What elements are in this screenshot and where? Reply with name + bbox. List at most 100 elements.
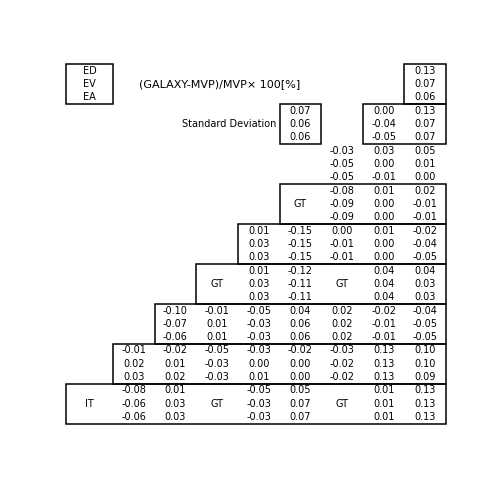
Text: -0.02: -0.02 bbox=[330, 372, 354, 382]
Text: -0.11: -0.11 bbox=[288, 279, 313, 289]
Text: -0.05: -0.05 bbox=[330, 172, 354, 182]
Text: 0.00: 0.00 bbox=[414, 172, 436, 182]
Text: 0.03: 0.03 bbox=[248, 292, 270, 302]
Text: 0.04: 0.04 bbox=[290, 306, 311, 315]
Text: -0.03: -0.03 bbox=[246, 319, 271, 329]
Text: 0.04: 0.04 bbox=[414, 266, 436, 275]
Text: -0.03: -0.03 bbox=[246, 399, 271, 409]
Text: -0.05: -0.05 bbox=[413, 252, 438, 262]
Text: -0.01: -0.01 bbox=[371, 172, 396, 182]
Text: 0.00: 0.00 bbox=[373, 239, 394, 249]
Text: 0.03: 0.03 bbox=[414, 292, 436, 302]
Text: 0.02: 0.02 bbox=[331, 332, 352, 342]
Text: -0.01: -0.01 bbox=[413, 213, 438, 222]
Text: -0.02: -0.02 bbox=[371, 306, 396, 315]
Text: 0.06: 0.06 bbox=[290, 319, 311, 329]
Text: Standard Deviation: Standard Deviation bbox=[182, 119, 276, 129]
Text: IT: IT bbox=[85, 399, 94, 409]
Text: 0.07: 0.07 bbox=[290, 106, 311, 116]
Bar bbox=[66, 64, 113, 104]
Bar bbox=[280, 184, 446, 224]
Text: 0.03: 0.03 bbox=[373, 146, 394, 156]
Text: 0.04: 0.04 bbox=[373, 292, 394, 302]
Text: 0.03: 0.03 bbox=[123, 372, 144, 382]
Text: 0.01: 0.01 bbox=[373, 412, 394, 422]
Text: -0.04: -0.04 bbox=[413, 239, 438, 249]
Text: 0.05: 0.05 bbox=[290, 385, 311, 396]
Text: -0.01: -0.01 bbox=[413, 199, 438, 209]
Text: 0.00: 0.00 bbox=[248, 359, 270, 369]
Text: -0.15: -0.15 bbox=[288, 226, 313, 236]
Text: 0.03: 0.03 bbox=[248, 239, 270, 249]
Text: 0.07: 0.07 bbox=[290, 412, 311, 422]
Text: -0.02: -0.02 bbox=[330, 359, 354, 369]
Text: 0.13: 0.13 bbox=[373, 359, 394, 369]
Text: 0.01: 0.01 bbox=[373, 385, 394, 396]
Text: -0.02: -0.02 bbox=[163, 345, 188, 355]
Text: 0.07: 0.07 bbox=[414, 132, 436, 142]
Text: 0.01: 0.01 bbox=[248, 266, 270, 275]
Text: -0.03: -0.03 bbox=[246, 412, 271, 422]
Text: 0.01: 0.01 bbox=[164, 359, 186, 369]
Text: 0.04: 0.04 bbox=[373, 279, 394, 289]
Text: 0.04: 0.04 bbox=[373, 266, 394, 275]
Bar bbox=[113, 344, 446, 384]
Text: 0.02: 0.02 bbox=[123, 359, 144, 369]
Text: 0.00: 0.00 bbox=[373, 159, 394, 169]
Text: 0.00: 0.00 bbox=[373, 213, 394, 222]
Text: -0.10: -0.10 bbox=[163, 306, 188, 315]
Text: 0.01: 0.01 bbox=[373, 399, 394, 409]
Bar bbox=[280, 104, 321, 144]
Text: 0.03: 0.03 bbox=[414, 279, 436, 289]
Text: 0.02: 0.02 bbox=[331, 319, 352, 329]
Text: 0.01: 0.01 bbox=[164, 385, 186, 396]
Bar bbox=[238, 224, 446, 264]
Text: -0.09: -0.09 bbox=[330, 199, 354, 209]
Text: GT: GT bbox=[210, 279, 224, 289]
Text: -0.15: -0.15 bbox=[288, 252, 313, 262]
Text: -0.06: -0.06 bbox=[163, 332, 188, 342]
Text: -0.03: -0.03 bbox=[246, 345, 271, 355]
Text: -0.01: -0.01 bbox=[330, 252, 354, 262]
Text: 0.13: 0.13 bbox=[414, 106, 436, 116]
Text: 0.13: 0.13 bbox=[414, 66, 436, 76]
Text: 0.03: 0.03 bbox=[164, 399, 186, 409]
Text: -0.02: -0.02 bbox=[288, 345, 313, 355]
Text: 0.02: 0.02 bbox=[414, 185, 436, 196]
Text: -0.03: -0.03 bbox=[246, 332, 271, 342]
Text: -0.08: -0.08 bbox=[122, 385, 146, 396]
Text: 0.01: 0.01 bbox=[206, 332, 228, 342]
Text: -0.03: -0.03 bbox=[204, 359, 230, 369]
Text: 0.00: 0.00 bbox=[373, 199, 394, 209]
Text: 0.03: 0.03 bbox=[164, 412, 186, 422]
Text: -0.05: -0.05 bbox=[330, 159, 354, 169]
Text: ED: ED bbox=[83, 66, 96, 76]
Text: -0.05: -0.05 bbox=[204, 345, 230, 355]
Text: 0.01: 0.01 bbox=[373, 185, 394, 196]
Text: -0.01: -0.01 bbox=[330, 239, 354, 249]
Text: -0.01: -0.01 bbox=[122, 345, 146, 355]
Text: 0.10: 0.10 bbox=[414, 359, 436, 369]
Bar bbox=[66, 384, 446, 424]
Text: -0.01: -0.01 bbox=[371, 319, 396, 329]
Text: 0.02: 0.02 bbox=[164, 372, 186, 382]
Text: 0.00: 0.00 bbox=[373, 252, 394, 262]
Text: GT: GT bbox=[210, 399, 224, 409]
Text: -0.03: -0.03 bbox=[330, 146, 354, 156]
Text: -0.08: -0.08 bbox=[330, 185, 354, 196]
Text: 0.07: 0.07 bbox=[414, 79, 436, 89]
Text: -0.05: -0.05 bbox=[371, 132, 396, 142]
Text: GT: GT bbox=[336, 399, 348, 409]
Text: 0.01: 0.01 bbox=[414, 159, 436, 169]
Text: EA: EA bbox=[83, 92, 96, 102]
Text: 0.13: 0.13 bbox=[414, 412, 436, 422]
Text: -0.03: -0.03 bbox=[204, 372, 230, 382]
Text: 0.00: 0.00 bbox=[290, 359, 311, 369]
Text: -0.03: -0.03 bbox=[330, 345, 354, 355]
Text: -0.06: -0.06 bbox=[122, 399, 146, 409]
Text: -0.05: -0.05 bbox=[413, 319, 438, 329]
Text: 0.06: 0.06 bbox=[414, 92, 436, 102]
Text: 0.03: 0.03 bbox=[248, 279, 270, 289]
Text: -0.04: -0.04 bbox=[413, 306, 438, 315]
Text: -0.09: -0.09 bbox=[330, 213, 354, 222]
